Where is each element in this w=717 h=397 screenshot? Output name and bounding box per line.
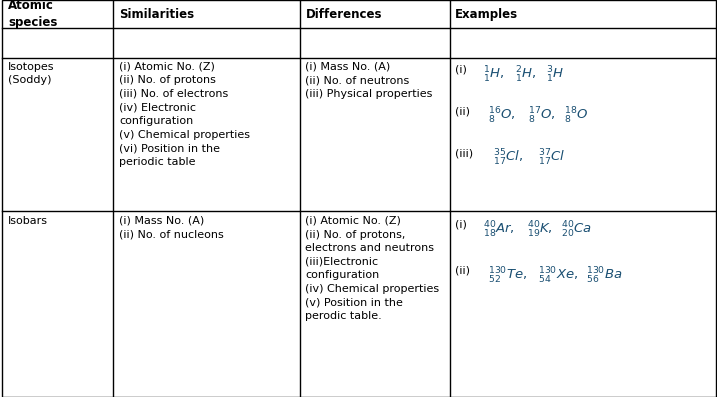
Text: (i): (i) — [455, 65, 470, 75]
Text: $\mathit{^{17}_{8}O}$$,$: $\mathit{^{17}_{8}O}$$,$ — [528, 106, 555, 127]
Text: $\mathit{^{37}_{17}Cl}$: $\mathit{^{37}_{17}Cl}$ — [538, 148, 565, 168]
Text: $\mathit{^{3}_{1}H}$: $\mathit{^{3}_{1}H}$ — [546, 65, 564, 85]
Text: (ii): (ii) — [455, 106, 474, 116]
Text: (i) Atomic No. (Z)
(ii) No. of protons
(iii) No. of electrons
(iv) Electronic
co: (i) Atomic No. (Z) (ii) No. of protons (… — [119, 62, 250, 167]
Text: (ii): (ii) — [455, 266, 474, 276]
Text: $\mathit{^{1}_{1}H}$$,$: $\mathit{^{1}_{1}H}$$,$ — [483, 65, 504, 85]
Text: $\mathit{^{40}_{20}Ca}$: $\mathit{^{40}_{20}Ca}$ — [561, 220, 592, 240]
Text: $\mathit{^{16}_{8}O}$$,$: $\mathit{^{16}_{8}O}$$,$ — [488, 106, 516, 127]
Text: (i): (i) — [455, 220, 470, 230]
Text: $\mathit{^{40}_{18}Ar}$$,$: $\mathit{^{40}_{18}Ar}$$,$ — [483, 220, 514, 240]
Text: Atomic
species: Atomic species — [8, 0, 57, 29]
Text: $\mathit{^{130}_{54}Xe}$$,$: $\mathit{^{130}_{54}Xe}$$,$ — [538, 266, 578, 286]
Text: $\mathit{^{35}_{17}Cl}$$,$: $\mathit{^{35}_{17}Cl}$$,$ — [493, 148, 523, 168]
Text: $\mathit{^{18}_{8}O}$: $\mathit{^{18}_{8}O}$ — [564, 106, 589, 127]
Text: $\mathit{^{2}_{1}H}$$,$: $\mathit{^{2}_{1}H}$$,$ — [515, 65, 536, 85]
Text: $\mathit{^{40}_{19}K}$$,$: $\mathit{^{40}_{19}K}$$,$ — [527, 220, 553, 240]
Text: (i) Atomic No. (Z)
(ii) No. of protons,
electrons and neutrons
(iii)Electronic
c: (i) Atomic No. (Z) (ii) No. of protons, … — [305, 216, 440, 321]
Text: Isobars: Isobars — [8, 216, 48, 226]
Text: (iii): (iii) — [455, 148, 477, 158]
Text: Isotopes
(Soddy): Isotopes (Soddy) — [8, 62, 54, 85]
Text: $\mathit{^{130}_{56}Ba}$: $\mathit{^{130}_{56}Ba}$ — [586, 266, 622, 286]
Text: Differences: Differences — [305, 8, 382, 21]
Text: Examples: Examples — [455, 8, 518, 21]
Text: (i) Mass No. (A)
(ii) No. of nucleons: (i) Mass No. (A) (ii) No. of nucleons — [119, 216, 224, 239]
Text: $\mathit{^{130}_{52}Te}$$,$: $\mathit{^{130}_{52}Te}$$,$ — [488, 266, 528, 286]
Text: Similarities: Similarities — [119, 8, 194, 21]
Text: (i) Mass No. (A)
(ii) No. of neutrons
(iii) Physical properties: (i) Mass No. (A) (ii) No. of neutrons (i… — [305, 62, 433, 99]
